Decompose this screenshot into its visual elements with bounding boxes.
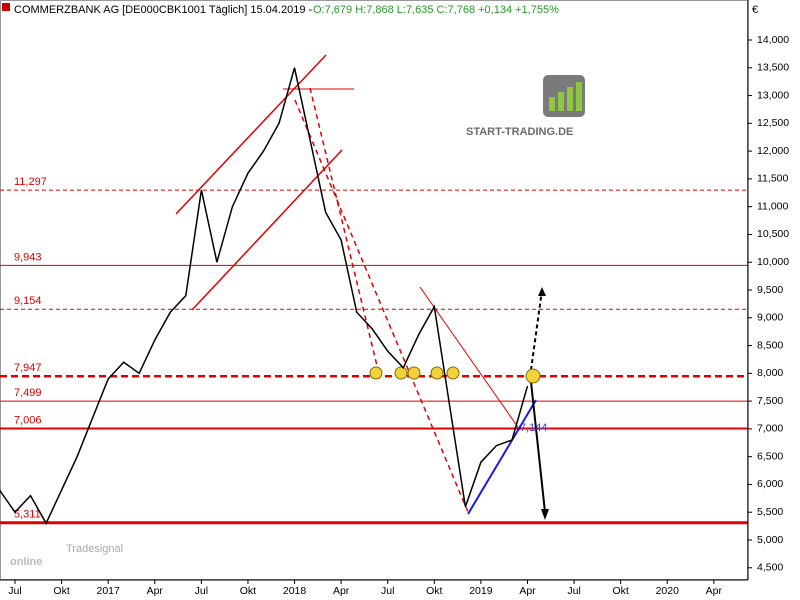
- level-label: 9,943: [14, 251, 42, 263]
- level-label: 7,947: [14, 362, 42, 374]
- chart-title: COMMERZBANK AG [DE000CBK1001 Täglich] 15…: [14, 4, 312, 16]
- x-tick-label: Apr: [519, 585, 536, 597]
- watermark: online: [10, 556, 42, 568]
- watermark-small: Tradesignal: [66, 543, 123, 555]
- y-tick-label: 10,000: [757, 256, 789, 268]
- currency: €: [752, 4, 758, 16]
- y-tick-label: 14,000: [757, 34, 789, 46]
- ohlc: O:7,679 H:7,868 L:7,635 C:7,768 +0,134 +…: [313, 4, 559, 16]
- touch-point: [369, 366, 383, 380]
- y-tick-label: 5,000: [757, 534, 783, 546]
- x-tick-label: Jul: [381, 585, 394, 597]
- x-tick-label: Okt: [426, 585, 442, 597]
- x-tick-label: Apr: [706, 585, 723, 597]
- y-tick-label: 11,000: [757, 200, 788, 212]
- y-tick-label: 8,500: [757, 339, 783, 351]
- arrow-head: [541, 509, 549, 520]
- touch-point: [446, 366, 460, 380]
- y-tick-label: 9,000: [757, 312, 783, 324]
- x-tick-label: Okt: [240, 585, 256, 597]
- down-arrow: [530, 381, 546, 513]
- touch-point: [394, 366, 408, 380]
- arrow-head: [538, 287, 546, 296]
- annotation: 7,144: [520, 422, 548, 434]
- y-tick-label: 13,000: [757, 89, 789, 101]
- touch-points: [369, 366, 541, 384]
- touch-point: [525, 368, 541, 384]
- y-tick-label: 7,000: [757, 423, 783, 435]
- level-label: 7,006: [14, 414, 42, 426]
- x-tick-label: 2019: [469, 585, 493, 597]
- logo-bar: [576, 82, 582, 111]
- drawings: [175, 54, 549, 520]
- x-tick-label: Jul: [195, 585, 208, 597]
- y-tick-label: 4,500: [757, 562, 783, 574]
- logo-bar: [558, 92, 564, 111]
- header-icon: [2, 3, 10, 11]
- x-tick-label: Apr: [333, 585, 350, 597]
- x-tick-label: 2020: [656, 585, 680, 597]
- trend-line: [419, 286, 521, 431]
- channel-line: [191, 149, 343, 311]
- x-tick-label: 2017: [97, 585, 121, 597]
- price-line: [0, 67, 529, 525]
- y-tick-label: 5,500: [757, 506, 783, 518]
- down-channel: [309, 87, 379, 371]
- y-tick-label: 7,500: [757, 395, 783, 407]
- level-label: 9,154: [14, 295, 42, 307]
- logo-bar: [567, 87, 573, 111]
- level-label: 5,311: [14, 509, 41, 521]
- x-tick-label: Okt: [612, 585, 628, 597]
- x-tick-label: Jul: [8, 585, 21, 597]
- y-tick-label: 8,000: [757, 367, 783, 379]
- level-label: 11,297: [14, 176, 47, 188]
- level-label: 7,499: [14, 387, 42, 399]
- x-tick-label: Okt: [53, 585, 69, 597]
- y-tick-label: 12,500: [757, 117, 789, 129]
- x-tick-label: Jul: [567, 585, 580, 597]
- y-tick-label: 12,000: [757, 145, 789, 157]
- y-tick-label: 9,500: [757, 284, 783, 296]
- logo: START-TRADING.DE: [466, 75, 585, 138]
- y-tick-label: 11,500: [757, 173, 788, 185]
- x-tick-label: 2018: [283, 585, 307, 597]
- y-tick-label: 13,500: [757, 62, 789, 74]
- y-tick-label: 6,500: [757, 450, 783, 462]
- touch-point: [407, 366, 421, 380]
- y-tick-label: 10,500: [757, 228, 789, 240]
- x-tick-label: Apr: [147, 585, 164, 597]
- down-channel: [294, 99, 469, 513]
- channel-line: [175, 54, 327, 215]
- logo-text: START-TRADING.DE: [466, 126, 573, 138]
- touch-point: [430, 366, 444, 380]
- support-line: [467, 399, 537, 515]
- logo-bar: [549, 97, 555, 111]
- y-tick-label: 6,000: [757, 478, 783, 490]
